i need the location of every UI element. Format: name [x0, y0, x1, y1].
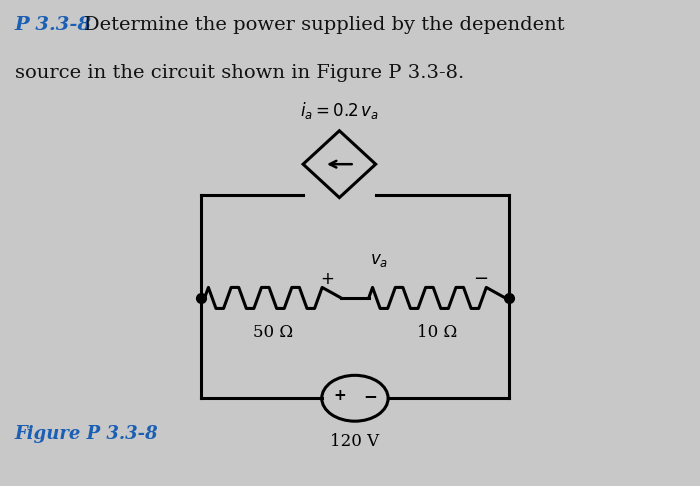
Text: 10 Ω: 10 Ω — [417, 324, 457, 341]
Text: −: − — [473, 270, 489, 288]
Text: +: + — [334, 388, 346, 403]
Text: Determine the power supplied by the dependent: Determine the power supplied by the depe… — [83, 16, 564, 34]
Text: 50 Ω: 50 Ω — [253, 324, 293, 341]
Text: $v_a$: $v_a$ — [370, 252, 388, 269]
Text: 120 V: 120 V — [330, 433, 379, 450]
Text: $i_a = 0.2\,v_a$: $i_a = 0.2\,v_a$ — [300, 100, 379, 121]
Text: +: + — [321, 270, 334, 288]
Text: Figure P 3.3-8: Figure P 3.3-8 — [15, 424, 158, 443]
Text: −: − — [363, 387, 377, 405]
Text: source in the circuit shown in Figure P 3.3-8.: source in the circuit shown in Figure P … — [15, 64, 464, 82]
Text: P 3.3-8: P 3.3-8 — [15, 16, 92, 34]
